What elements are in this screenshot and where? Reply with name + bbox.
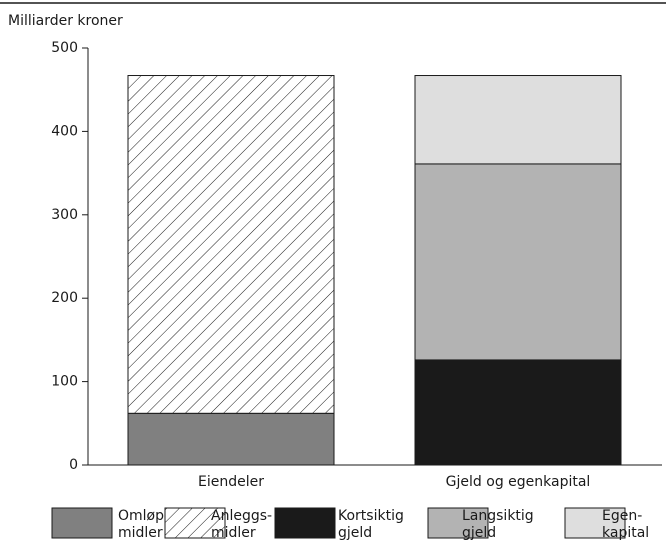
y-tick-label: 0 (69, 457, 78, 473)
bar-segment (414, 163, 622, 361)
legend-label: Anleggs-midler (211, 508, 272, 541)
legend-swatch (564, 507, 626, 539)
y-tick-label: 500 (51, 40, 78, 56)
legend-swatch (427, 507, 489, 539)
y-tick-label: 100 (51, 374, 78, 390)
y-axis-label: Milliarder kroner (8, 13, 123, 29)
legend-label: Langsiktig gjeld (462, 508, 534, 541)
y-tick-label: 400 (51, 123, 78, 139)
x-tick-label: Gjeld og egenkapital (446, 474, 591, 490)
y-tick-label: 300 (51, 207, 78, 223)
bar-segment (414, 75, 622, 165)
bar-segment (127, 412, 335, 466)
legend-label: Omløps-midler (118, 508, 176, 541)
x-tick-label: Eiendeler (198, 474, 264, 490)
y-tick-label: 200 (51, 290, 78, 306)
legend-label: Egen-kapital (602, 508, 649, 541)
legend-label: Kortsiktig gjeld (338, 508, 404, 541)
legend-swatch (164, 507, 226, 539)
legend-swatch (274, 507, 336, 539)
bar-segment (127, 75, 335, 414)
bar-segment (414, 359, 622, 466)
legend-swatch (51, 507, 113, 539)
